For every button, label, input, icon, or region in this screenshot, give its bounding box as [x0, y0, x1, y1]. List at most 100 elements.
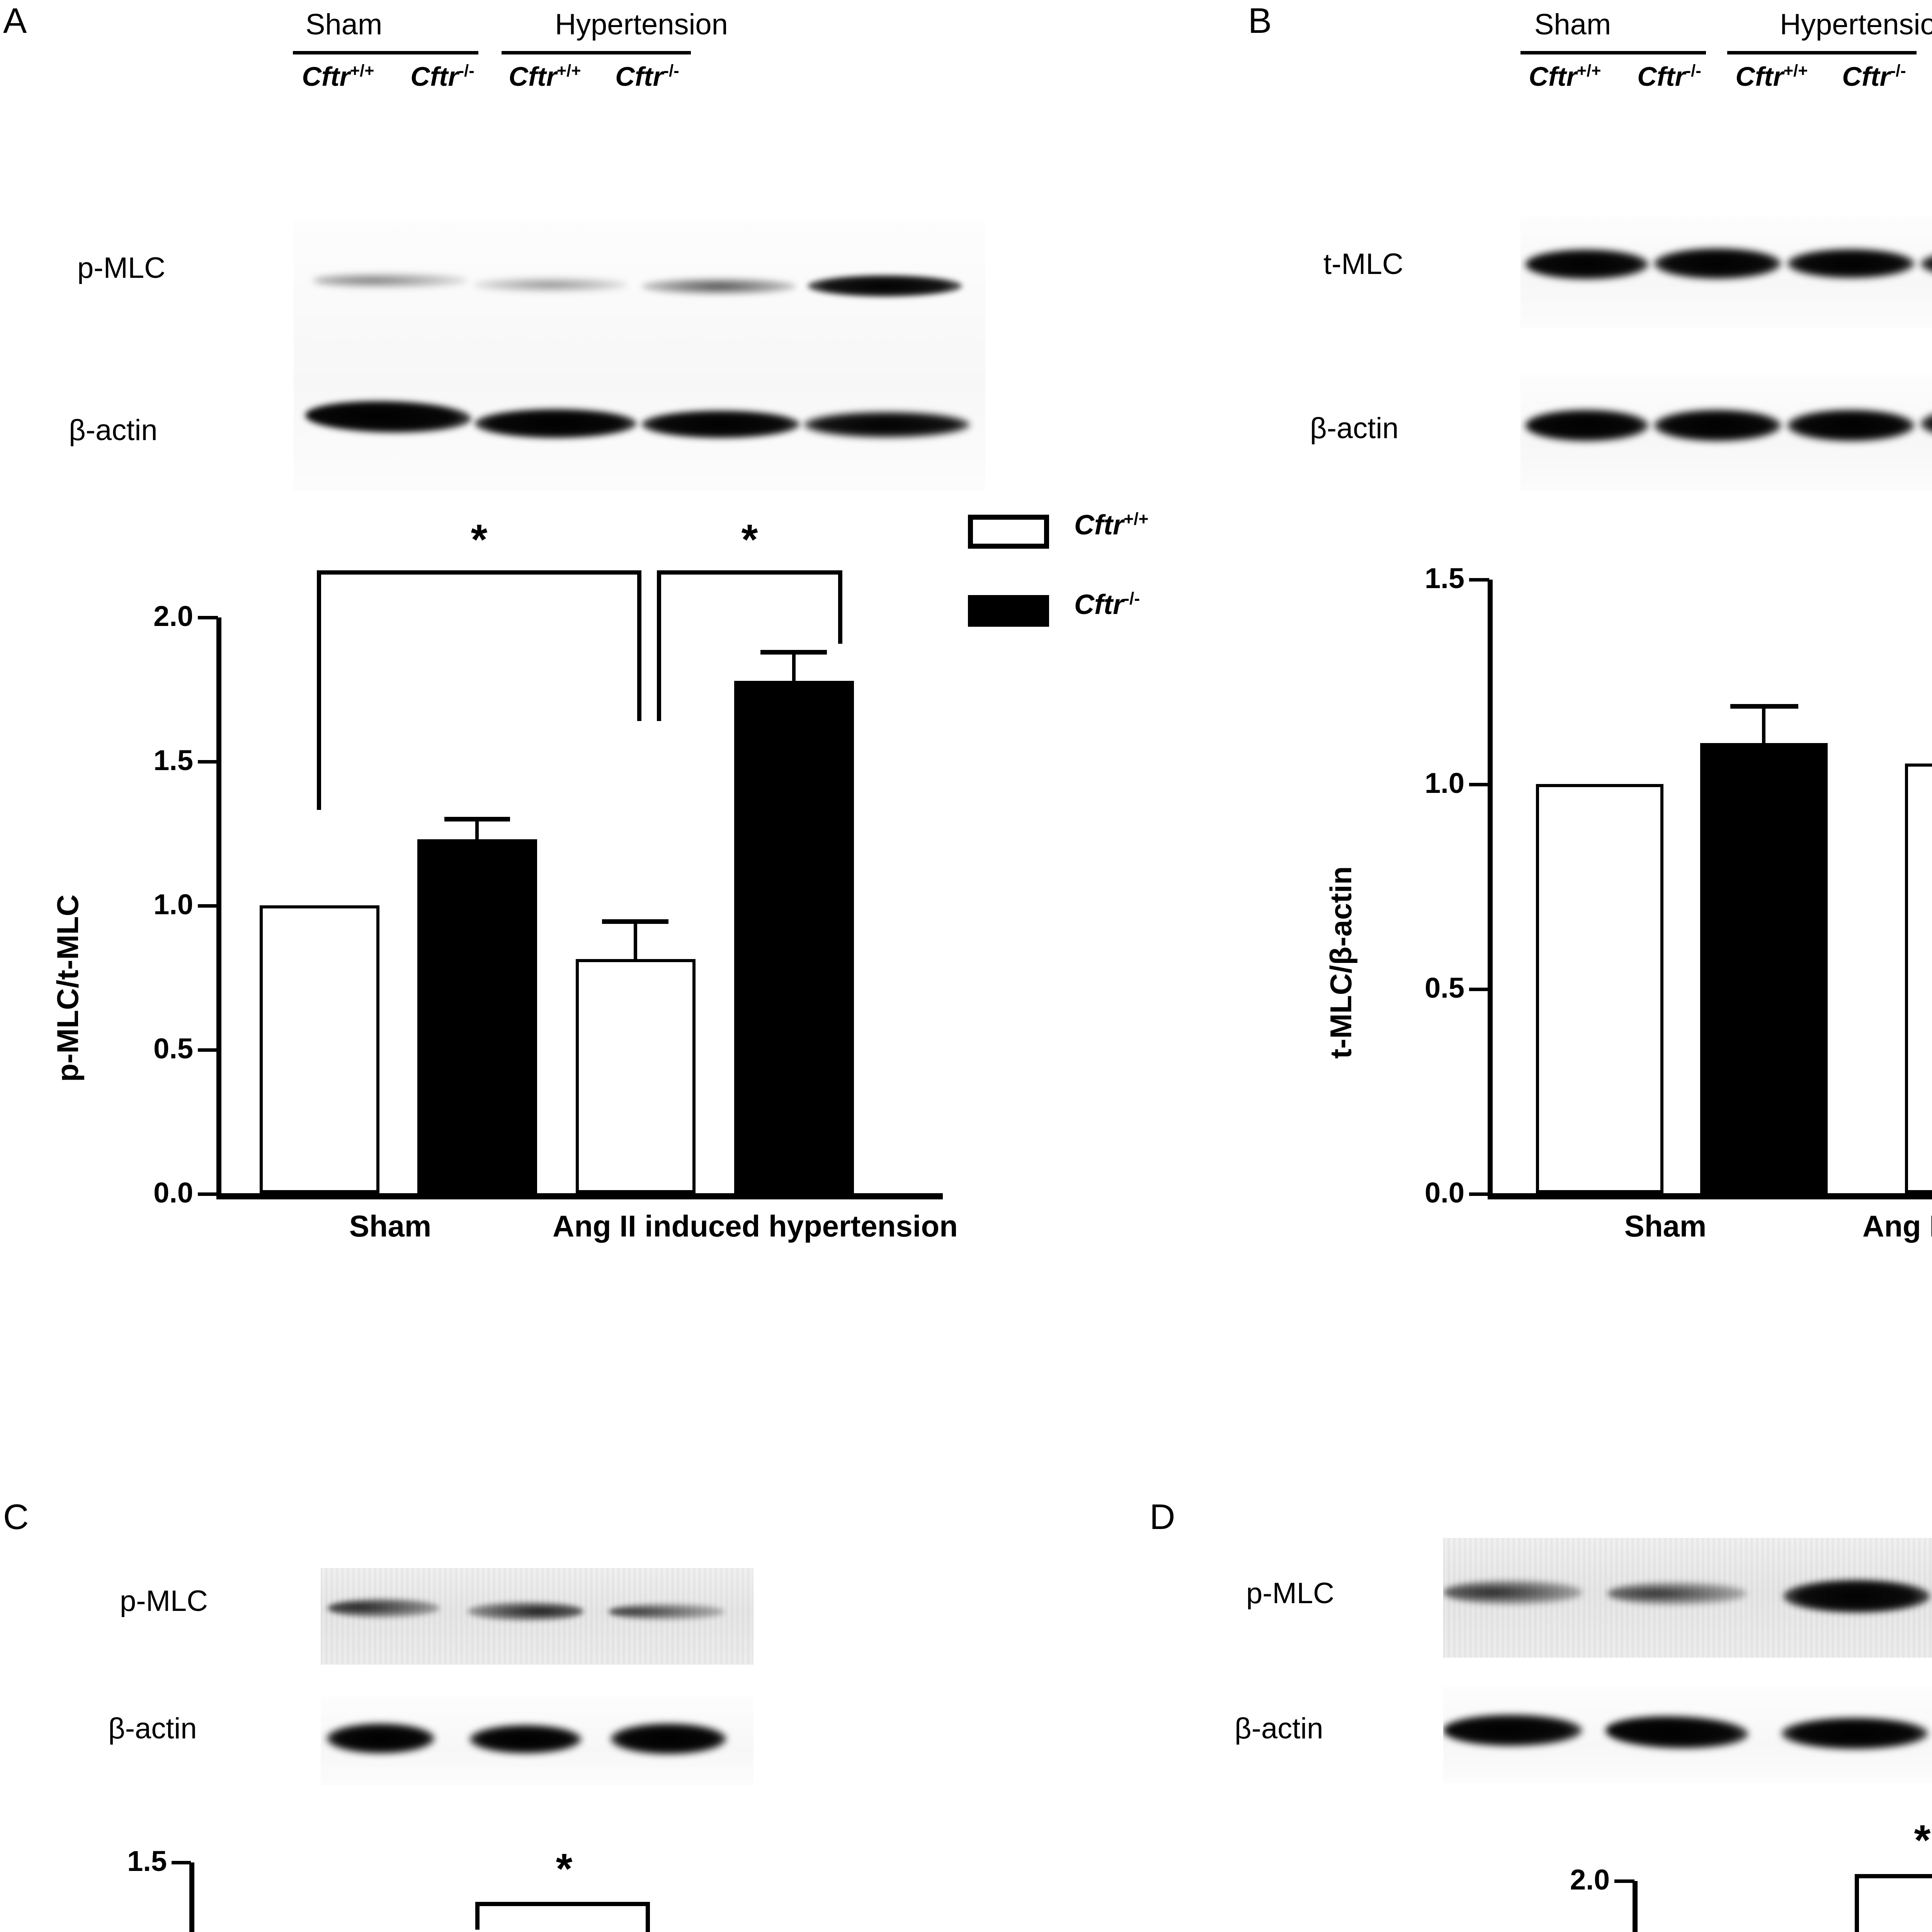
panel-c-sig-bracket-right: [646, 1902, 650, 1932]
panel-a-errorbar-stem-hyp-ko: [792, 652, 796, 683]
panel-b-yticklabel-2: 1.0: [1425, 767, 1464, 799]
allele: -/-: [1890, 61, 1906, 80]
band-bactin-lane2: [474, 409, 637, 438]
band-tmlc-lane3: [1787, 249, 1915, 278]
band-b-bactin-lane1: [1525, 410, 1649, 441]
gene-name: Cftr: [1074, 589, 1124, 620]
band-b-bactin-lane2: [1654, 410, 1781, 441]
panel-b-yticklabel-3: 1.5: [1425, 562, 1464, 594]
panel-d-y-axis: [1633, 1881, 1638, 1932]
gene-name: Cftr: [1074, 510, 1124, 541]
allele: +/+: [1123, 510, 1149, 529]
panel-b-yticklabel-0: 0.0: [1425, 1177, 1464, 1209]
panel-b-ytick-0.5: [1469, 988, 1489, 991]
panel-a-group-title-hypertension: Hypertension: [555, 8, 728, 41]
band-d-pmlc-lane1: [1443, 1580, 1582, 1604]
panel-d-letter: D: [1150, 1497, 1175, 1537]
panel-a-ytick-0.5: [198, 1048, 218, 1052]
panel-b-group-rule-hypertension: [1727, 51, 1917, 54]
ylabel-post: -actin: [1324, 866, 1358, 947]
band-c-bactin-lane2: [469, 1725, 582, 1753]
panel-d-sig-bracket-1-left: [1855, 1874, 1859, 1932]
panel-d-sig-bracket-1-top: [1855, 1874, 1932, 1878]
panel-a-lane-label-3: Cftr+/+: [481, 61, 609, 92]
panel-b-lane-label-3: Cftr+/+: [1708, 61, 1835, 92]
gene-name: Cftr: [1529, 61, 1577, 92]
band-bactin-lane3: [641, 410, 800, 438]
panel-a-errorbar-cap-hyp-wt: [602, 919, 668, 924]
allele: -/-: [1685, 61, 1701, 80]
panel-d-chart: 2.0 1.5 1.0 0.5 0.0 p-MLC/β-actin * * Co…: [1121, 1816, 1932, 1932]
panel-c-sig-bracket-top: [475, 1902, 650, 1906]
panel-b-bar-sham-ko: [1700, 743, 1828, 1193]
allele: -/-: [663, 61, 679, 80]
band-pmlc-lane4: [808, 275, 962, 297]
panel-a-yticklabel-3: 1.5: [153, 744, 193, 776]
panel-a-ytick-2.0: [198, 616, 218, 619]
panel-c-blot-row-label-pmlc: p-MLC: [120, 1585, 208, 1617]
panel-a-errorbar-stem-sham-ko: [475, 819, 479, 842]
allele: +/+: [350, 61, 374, 80]
band-d-pmlc-lane2: [1607, 1582, 1747, 1605]
allele: +/+: [1783, 61, 1808, 80]
gene-name: Cftr: [302, 61, 350, 92]
panel-a-xcat-sham: Sham: [349, 1209, 432, 1243]
panel-b-x-axis: [1488, 1193, 1932, 1199]
panel-a-yticklabel-2: 1.0: [153, 888, 193, 920]
panel-a-errorbar-stem-hyp-wt: [634, 922, 637, 962]
band-bactin-lane4: [804, 412, 970, 437]
ylabel-pre: t-MLC/: [1324, 965, 1358, 1059]
band-pmlc-lane2: [473, 278, 628, 291]
band-pmlc-lane3: [641, 278, 796, 294]
panel-b-western-blot-tmlc: [1520, 216, 1932, 328]
panel-a-blot-row-label-bactin: β-actin: [69, 414, 158, 447]
panel-d-western-blot-pmlc: [1443, 1538, 1932, 1658]
band-tmlc-lane1: [1525, 249, 1649, 279]
panel-a-legend-label-ko: Cftr-/-: [1074, 589, 1140, 621]
panel-a-x-axis: [216, 1193, 943, 1199]
panel-b-xcat-angii: Ang II induced hypertension: [1862, 1209, 1932, 1243]
band-c-pmlc-lane3: [609, 1604, 724, 1620]
panel-d-yticklabel-4: 2.0: [1570, 1864, 1610, 1896]
panel-b-blot-row-label-bactin: β-actin: [1310, 412, 1399, 445]
panel-a-blot-row-label-pmlc: p-MLC: [77, 252, 166, 284]
panel-b-y-axis-label: t-MLC/β-actin: [1323, 866, 1359, 1059]
panel-b-ytick-1.0: [1469, 783, 1489, 786]
panel-b-group-title-sham: Sham: [1534, 8, 1611, 41]
panel-d-blot-row-label-bactin: β-actin: [1235, 1712, 1323, 1745]
band-b-bactin-lane4: [1920, 405, 1932, 440]
panel-c-western-blot-pmlc: [321, 1568, 753, 1665]
band-pmlc-lane1: [313, 274, 468, 287]
band-bactin-lane1: [305, 399, 472, 435]
panel-a-sig-bracket-1-left: [317, 570, 321, 810]
panel-b-western-blot-bactin: [1520, 375, 1932, 491]
panel-a-yticklabel-1: 0.5: [153, 1032, 193, 1065]
panel-a-sig-bracket-1-top: [317, 570, 641, 575]
panel-a-ytick-1.5: [198, 760, 218, 764]
band-c-bactin-lane1: [327, 1723, 435, 1753]
panel-a-bar-sham-ko: [417, 839, 537, 1193]
panel-b-blot-row-label-tmlc: t-MLC: [1323, 248, 1403, 281]
panel-a-chart: 2.0 1.5 1.0 0.5 0.0 p-MLC/t-MLC * * Sham…: [0, 510, 1149, 1468]
band-c-bactin-lane3: [611, 1723, 726, 1754]
allele: -/-: [458, 61, 474, 80]
panel-a-yticklabel-0: 0.0: [153, 1177, 193, 1209]
gene-name: Cftr: [1637, 61, 1685, 92]
panel-a-y-axis-label: p-MLC/t-MLC: [51, 894, 85, 1082]
band-c-pmlc-lane1: [328, 1599, 440, 1617]
panel-b-y-axis: [1488, 580, 1493, 1197]
panel-c-yticklabel-3: 1.5: [127, 1845, 167, 1877]
panel-a-legend-swatch-ko: [968, 595, 1049, 627]
panel-b-chart: 1.5 1.0 0.5 0.0 t-MLC/β-actin Sham Ang I…: [1159, 541, 1932, 1468]
gene-name: Cftr: [410, 61, 459, 92]
band-d-bactin-lane1: [1443, 1714, 1582, 1746]
panel-c-letter: C: [3, 1497, 29, 1537]
gene-name: Cftr: [1735, 61, 1784, 92]
band-tmlc-lane4: [1920, 250, 1932, 278]
panel-b-lane-label-1: Cftr+/+: [1501, 61, 1629, 92]
panel-a-errorbar-cap-sham-ko: [444, 817, 510, 821]
panel-a-western-blot-image: [294, 220, 985, 491]
panel-d-western-blot-bactin: [1443, 1687, 1932, 1783]
panel-a-legend-label-wt: Cftr+/+: [1074, 509, 1149, 541]
panel-c-y-axis: [189, 1862, 194, 1932]
